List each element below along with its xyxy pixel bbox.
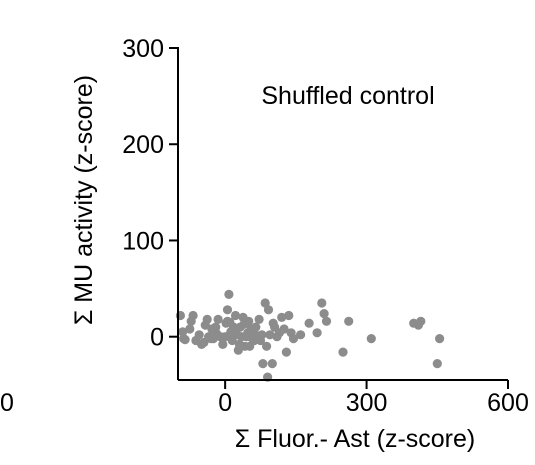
scatter-point [312,328,322,338]
y-tick-label: 100 [122,227,164,255]
scatter-point [366,334,376,344]
scatter-point [284,310,294,321]
stray-tick-label: 0 [0,389,14,417]
scatter-point [296,330,306,340]
x-ticks: 0 300 600 [218,380,529,417]
scatter-point [254,314,264,324]
scatter-point [267,359,277,369]
scatter-point [258,359,268,369]
scatter-point [277,312,287,322]
scatter-point [265,330,275,340]
scatter-point [279,324,289,334]
scatter-point [319,309,329,319]
scatter-point [321,316,332,326]
y-ticks: 0 100 200 300 [122,35,178,352]
scatter-point [251,322,261,332]
x-axis-label: Σ Fluor.- Ast (z-score) [235,425,476,453]
scatter-point [213,314,223,324]
scatter-point [180,335,190,345]
y-tick-label: 200 [122,131,164,159]
scatter-point [304,318,314,328]
scatter-point [188,310,198,321]
y-tick-label: 300 [122,35,164,63]
x-tick-label: 300 [346,389,388,417]
scatter-point [262,341,272,351]
scatter-point [260,298,270,308]
x-tick-label: 0 [218,389,232,417]
scatter-point [435,334,445,344]
scatter-point [224,289,234,299]
scatter-point [317,298,327,308]
scatter-point [230,310,241,321]
scatter-point [185,324,195,334]
scatter-point [257,330,267,340]
scatter-point [281,347,291,357]
scatter-point [202,314,212,324]
chart-annotation: Shuffled control [261,82,434,110]
points-layer [175,289,445,382]
y-tick-label: 0 [150,324,164,352]
scatter-point [194,330,204,340]
x-tick-label: 600 [487,389,529,417]
scatter-point [416,316,426,326]
scatter-point [338,347,348,357]
scatter-point [344,316,354,326]
scatter-point [244,316,254,326]
y-axis-label: Σ MU activity (z-score) [70,75,98,325]
scatter-point [432,359,442,369]
scatter-point [288,334,299,344]
scatter-point [222,305,233,315]
scatter-point [263,305,274,315]
scatter-point [218,339,228,349]
